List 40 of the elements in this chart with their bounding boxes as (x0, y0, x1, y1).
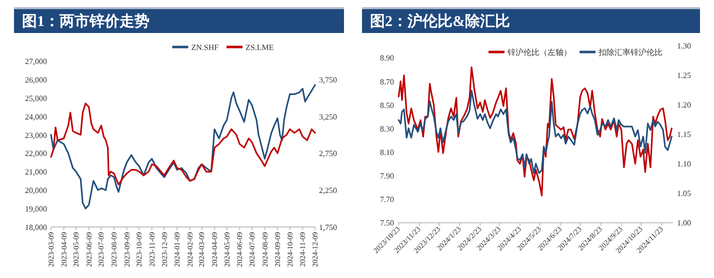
y-tick-label: 8.50 (380, 100, 394, 110)
y2-tick-label: 3,750 (319, 75, 337, 84)
y2-tick-label: 1.00 (677, 218, 691, 228)
line-series (398, 90, 672, 174)
chart-title: 图1：两市锌价走势 (22, 12, 150, 30)
legend-label: 扣除汇率锌沪伦比 (598, 48, 662, 57)
y2-tick-label: 1.15 (677, 130, 691, 140)
y-tick-label: 27,000 (25, 57, 47, 66)
legend-label: 锌沪伦比（左轴） (506, 48, 572, 57)
y-tick-label: 23,000 (25, 130, 47, 140)
legend-label: ZS.LME (246, 43, 274, 52)
y2-tick-label: 1.25 (677, 71, 691, 80)
line-series (50, 102, 316, 186)
y-tick-label: 7.70 (380, 195, 394, 204)
y-tick-label: 20,000 (25, 186, 47, 196)
y2-tick-label: 1.30 (677, 42, 691, 51)
y-tick-label: 8.90 (380, 54, 394, 63)
chart-title: 图2：沪伦比&除汇比 (370, 12, 510, 30)
y-tick-label: 19,000 (25, 204, 47, 214)
y2-tick-label: 1.20 (677, 100, 691, 110)
y2-tick-label: 1,750 (319, 223, 337, 232)
y-tick-label: 8.30 (380, 124, 394, 134)
y-tick-label: 18,000 (25, 223, 47, 232)
y-tick-label: 8.10 (380, 148, 394, 157)
y-tick-label: 7.90 (380, 172, 394, 181)
y-tick-label: 7.50 (380, 218, 394, 228)
y-tick-label: 26,000 (25, 75, 47, 84)
y2-tick-label: 1.10 (677, 160, 691, 169)
y-tick-label: 8.70 (380, 77, 394, 86)
line-series (50, 84, 316, 210)
y-tick-label: 24,000 (25, 112, 47, 122)
y2-tick-label: 3,250 (319, 112, 337, 122)
y-tick-label: 21,000 (25, 168, 47, 177)
y2-tick-label: 1.05 (677, 189, 691, 198)
legend-label: ZN.SHF (191, 43, 220, 52)
y2-tick-label: 2,750 (319, 149, 337, 158)
line-series (398, 66, 672, 196)
y2-tick-label: 2,250 (319, 186, 337, 196)
y-tick-label: 25,000 (25, 94, 47, 103)
y-tick-label: 22,000 (25, 149, 47, 158)
